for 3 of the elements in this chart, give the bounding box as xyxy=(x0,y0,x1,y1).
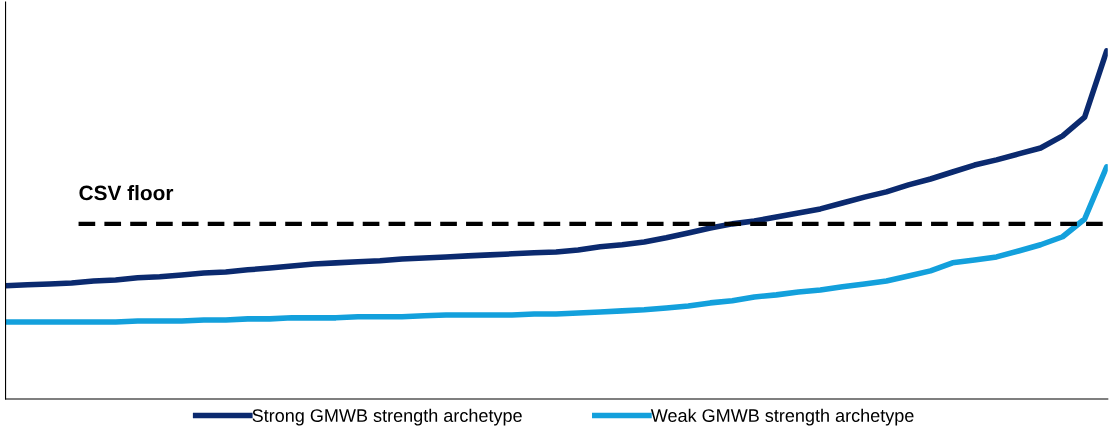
ref-line-label: CSV floor xyxy=(79,185,174,201)
legend-label: Strong GMWB strength archetype xyxy=(252,408,522,426)
legend-label: Weak GMWB strength archetype xyxy=(650,408,914,426)
